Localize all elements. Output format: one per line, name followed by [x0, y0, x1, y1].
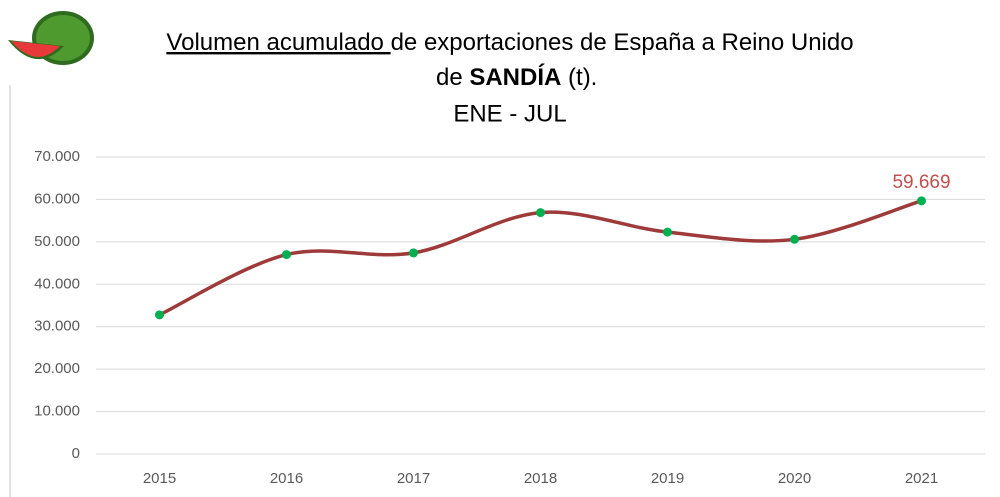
- x-tick-label: 2017: [397, 470, 430, 487]
- data-label: 59.669: [892, 172, 950, 193]
- x-tick-label: 2018: [524, 470, 557, 487]
- watermelon-icon: [8, 11, 94, 65]
- marker: [917, 196, 926, 205]
- marker: [155, 310, 164, 319]
- page: {"chart_data": {"type": "line", "title_l…: [0, 0, 1000, 497]
- chart-title: Volumen acumulado de exportaciones de Es…: [166, 29, 853, 56]
- y-tick-label: 50.000: [34, 233, 80, 250]
- y-tick-label: 10.000: [34, 403, 80, 420]
- y-tick-label: 70.000: [34, 148, 80, 165]
- marker: [282, 250, 291, 259]
- x-tick-label: 2019: [651, 470, 684, 487]
- marker: [663, 228, 672, 237]
- marker: [790, 235, 799, 244]
- x-tick-label: 2015: [143, 470, 176, 487]
- title-part: Volumen acumulado: [166, 29, 390, 56]
- y-tick-label: 0: [72, 445, 80, 462]
- chart-subtitle: ENE - JUL: [453, 100, 566, 127]
- x-tick-label: 2020: [778, 470, 811, 487]
- title-part: (t).: [561, 64, 597, 91]
- line: [160, 201, 922, 315]
- y-tick-label: 60.000: [34, 190, 80, 207]
- chart-title: de SANDÍA (t).: [403, 63, 618, 91]
- title-part: de: [436, 64, 469, 91]
- marker: [409, 248, 418, 257]
- title-part: de exportaciones de España a Reino Unido: [391, 29, 854, 56]
- marker: [536, 208, 545, 217]
- chart: Volumen acumulado de exportaciones de Es…: [0, 0, 1000, 497]
- x-tick-label: 2016: [270, 470, 303, 487]
- y-tick-label: 30.000: [34, 318, 80, 335]
- y-tick-label: 40.000: [34, 275, 80, 292]
- x-tick-label: 2021: [905, 470, 938, 487]
- title-part: SANDÍA: [469, 63, 561, 91]
- y-tick-label: 20.000: [34, 360, 80, 377]
